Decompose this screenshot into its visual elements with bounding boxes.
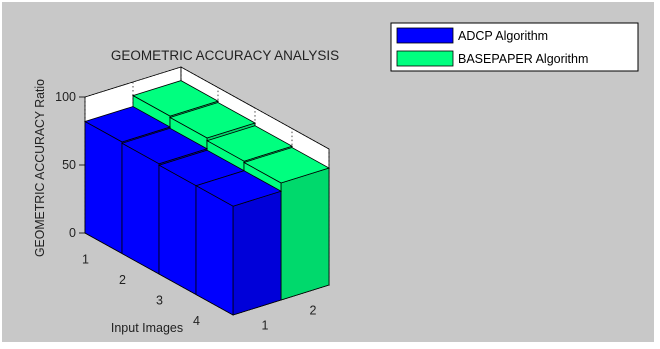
x-tick-label-2: 3 [156,293,163,307]
series-tick-label-0: 1 [262,319,269,333]
bars [83,80,331,316]
chart-title: GEOMETRIC ACCURACY ANALYSIS [111,48,339,63]
tick-labels: 0 50 100 1 2 3 4 1 2 [55,90,316,333]
x-tick-label-0: 1 [82,252,89,266]
y-axis-label: GEOMETRIC ACCURACY Ratio [33,79,47,257]
z-tick-label-1: 50 [62,158,76,172]
legend: ADCP Algorithm BASEPAPER Algorithm [390,22,639,72]
z-tick-label-0: 0 [69,226,76,240]
legend-label-adcp: ADCP Algorithm [458,29,548,43]
x-tick-label-3: 4 [193,314,200,328]
series-tick-label-1: 2 [310,304,317,318]
legend-label-basepaper: BASEPAPER Algorithm [458,52,588,66]
z-tick-label-2: 100 [55,90,76,104]
legend-swatch-adcp [396,27,454,44]
legend-swatch-basepaper [396,50,454,67]
x-tick-label-1: 2 [119,273,126,287]
x-axis-label: Input Images [111,321,183,335]
bar-s1-c4 [194,170,283,316]
